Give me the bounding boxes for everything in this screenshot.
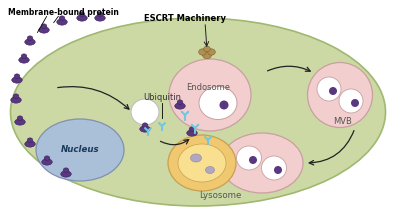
Ellipse shape <box>178 144 226 182</box>
Ellipse shape <box>77 15 87 21</box>
Ellipse shape <box>194 131 196 134</box>
Ellipse shape <box>329 87 337 95</box>
Ellipse shape <box>147 134 149 136</box>
Ellipse shape <box>181 111 183 113</box>
Ellipse shape <box>274 166 282 174</box>
Ellipse shape <box>41 24 47 28</box>
Ellipse shape <box>189 127 195 131</box>
Ellipse shape <box>308 62 372 127</box>
Ellipse shape <box>199 87 237 120</box>
Ellipse shape <box>14 74 20 78</box>
Ellipse shape <box>19 57 29 63</box>
Ellipse shape <box>97 12 103 17</box>
Ellipse shape <box>36 119 124 181</box>
Ellipse shape <box>190 154 202 162</box>
Ellipse shape <box>191 124 193 126</box>
Text: Endosome: Endosome <box>186 83 230 92</box>
Ellipse shape <box>197 124 199 126</box>
Ellipse shape <box>21 54 27 59</box>
Ellipse shape <box>13 94 19 98</box>
Ellipse shape <box>187 111 189 113</box>
Ellipse shape <box>184 119 186 121</box>
Ellipse shape <box>17 116 23 120</box>
Ellipse shape <box>220 101 228 110</box>
Ellipse shape <box>144 127 146 129</box>
Ellipse shape <box>131 99 159 125</box>
Ellipse shape <box>177 100 183 104</box>
Ellipse shape <box>317 77 341 101</box>
Ellipse shape <box>142 123 148 127</box>
Ellipse shape <box>161 129 163 131</box>
Ellipse shape <box>59 16 65 20</box>
Ellipse shape <box>27 138 33 142</box>
Ellipse shape <box>140 126 150 132</box>
Ellipse shape <box>351 99 359 107</box>
Ellipse shape <box>221 133 303 193</box>
Ellipse shape <box>61 171 71 177</box>
Ellipse shape <box>15 119 25 125</box>
Text: Lysosome: Lysosome <box>199 190 241 200</box>
Ellipse shape <box>158 122 160 124</box>
Ellipse shape <box>206 167 214 173</box>
Text: Ubiquitin: Ubiquitin <box>143 93 181 102</box>
Ellipse shape <box>95 15 105 21</box>
Ellipse shape <box>249 156 257 164</box>
Ellipse shape <box>208 49 215 55</box>
Ellipse shape <box>169 59 251 131</box>
Text: Nucleus: Nucleus <box>61 145 99 154</box>
Ellipse shape <box>187 130 197 136</box>
Ellipse shape <box>44 156 50 161</box>
Text: MVB: MVB <box>334 116 352 125</box>
Ellipse shape <box>11 97 21 103</box>
Ellipse shape <box>204 46 210 52</box>
Ellipse shape <box>25 141 35 147</box>
Ellipse shape <box>164 122 166 124</box>
Ellipse shape <box>199 49 206 55</box>
Ellipse shape <box>207 143 209 145</box>
Ellipse shape <box>339 89 363 113</box>
Ellipse shape <box>150 127 152 129</box>
Ellipse shape <box>10 18 386 206</box>
Ellipse shape <box>39 27 49 33</box>
Ellipse shape <box>204 136 206 138</box>
Ellipse shape <box>42 159 52 165</box>
Ellipse shape <box>27 36 33 40</box>
Text: Membrane-bound protein: Membrane-bound protein <box>8 8 119 17</box>
Ellipse shape <box>57 19 67 25</box>
Ellipse shape <box>25 39 35 45</box>
Ellipse shape <box>12 77 22 83</box>
Ellipse shape <box>262 156 286 180</box>
Ellipse shape <box>63 168 69 172</box>
Ellipse shape <box>210 136 212 138</box>
Ellipse shape <box>79 12 85 17</box>
Ellipse shape <box>168 135 236 191</box>
Ellipse shape <box>175 103 185 109</box>
Ellipse shape <box>236 146 262 170</box>
Text: ESCRT Machinery: ESCRT Machinery <box>144 14 226 23</box>
Ellipse shape <box>202 51 212 59</box>
